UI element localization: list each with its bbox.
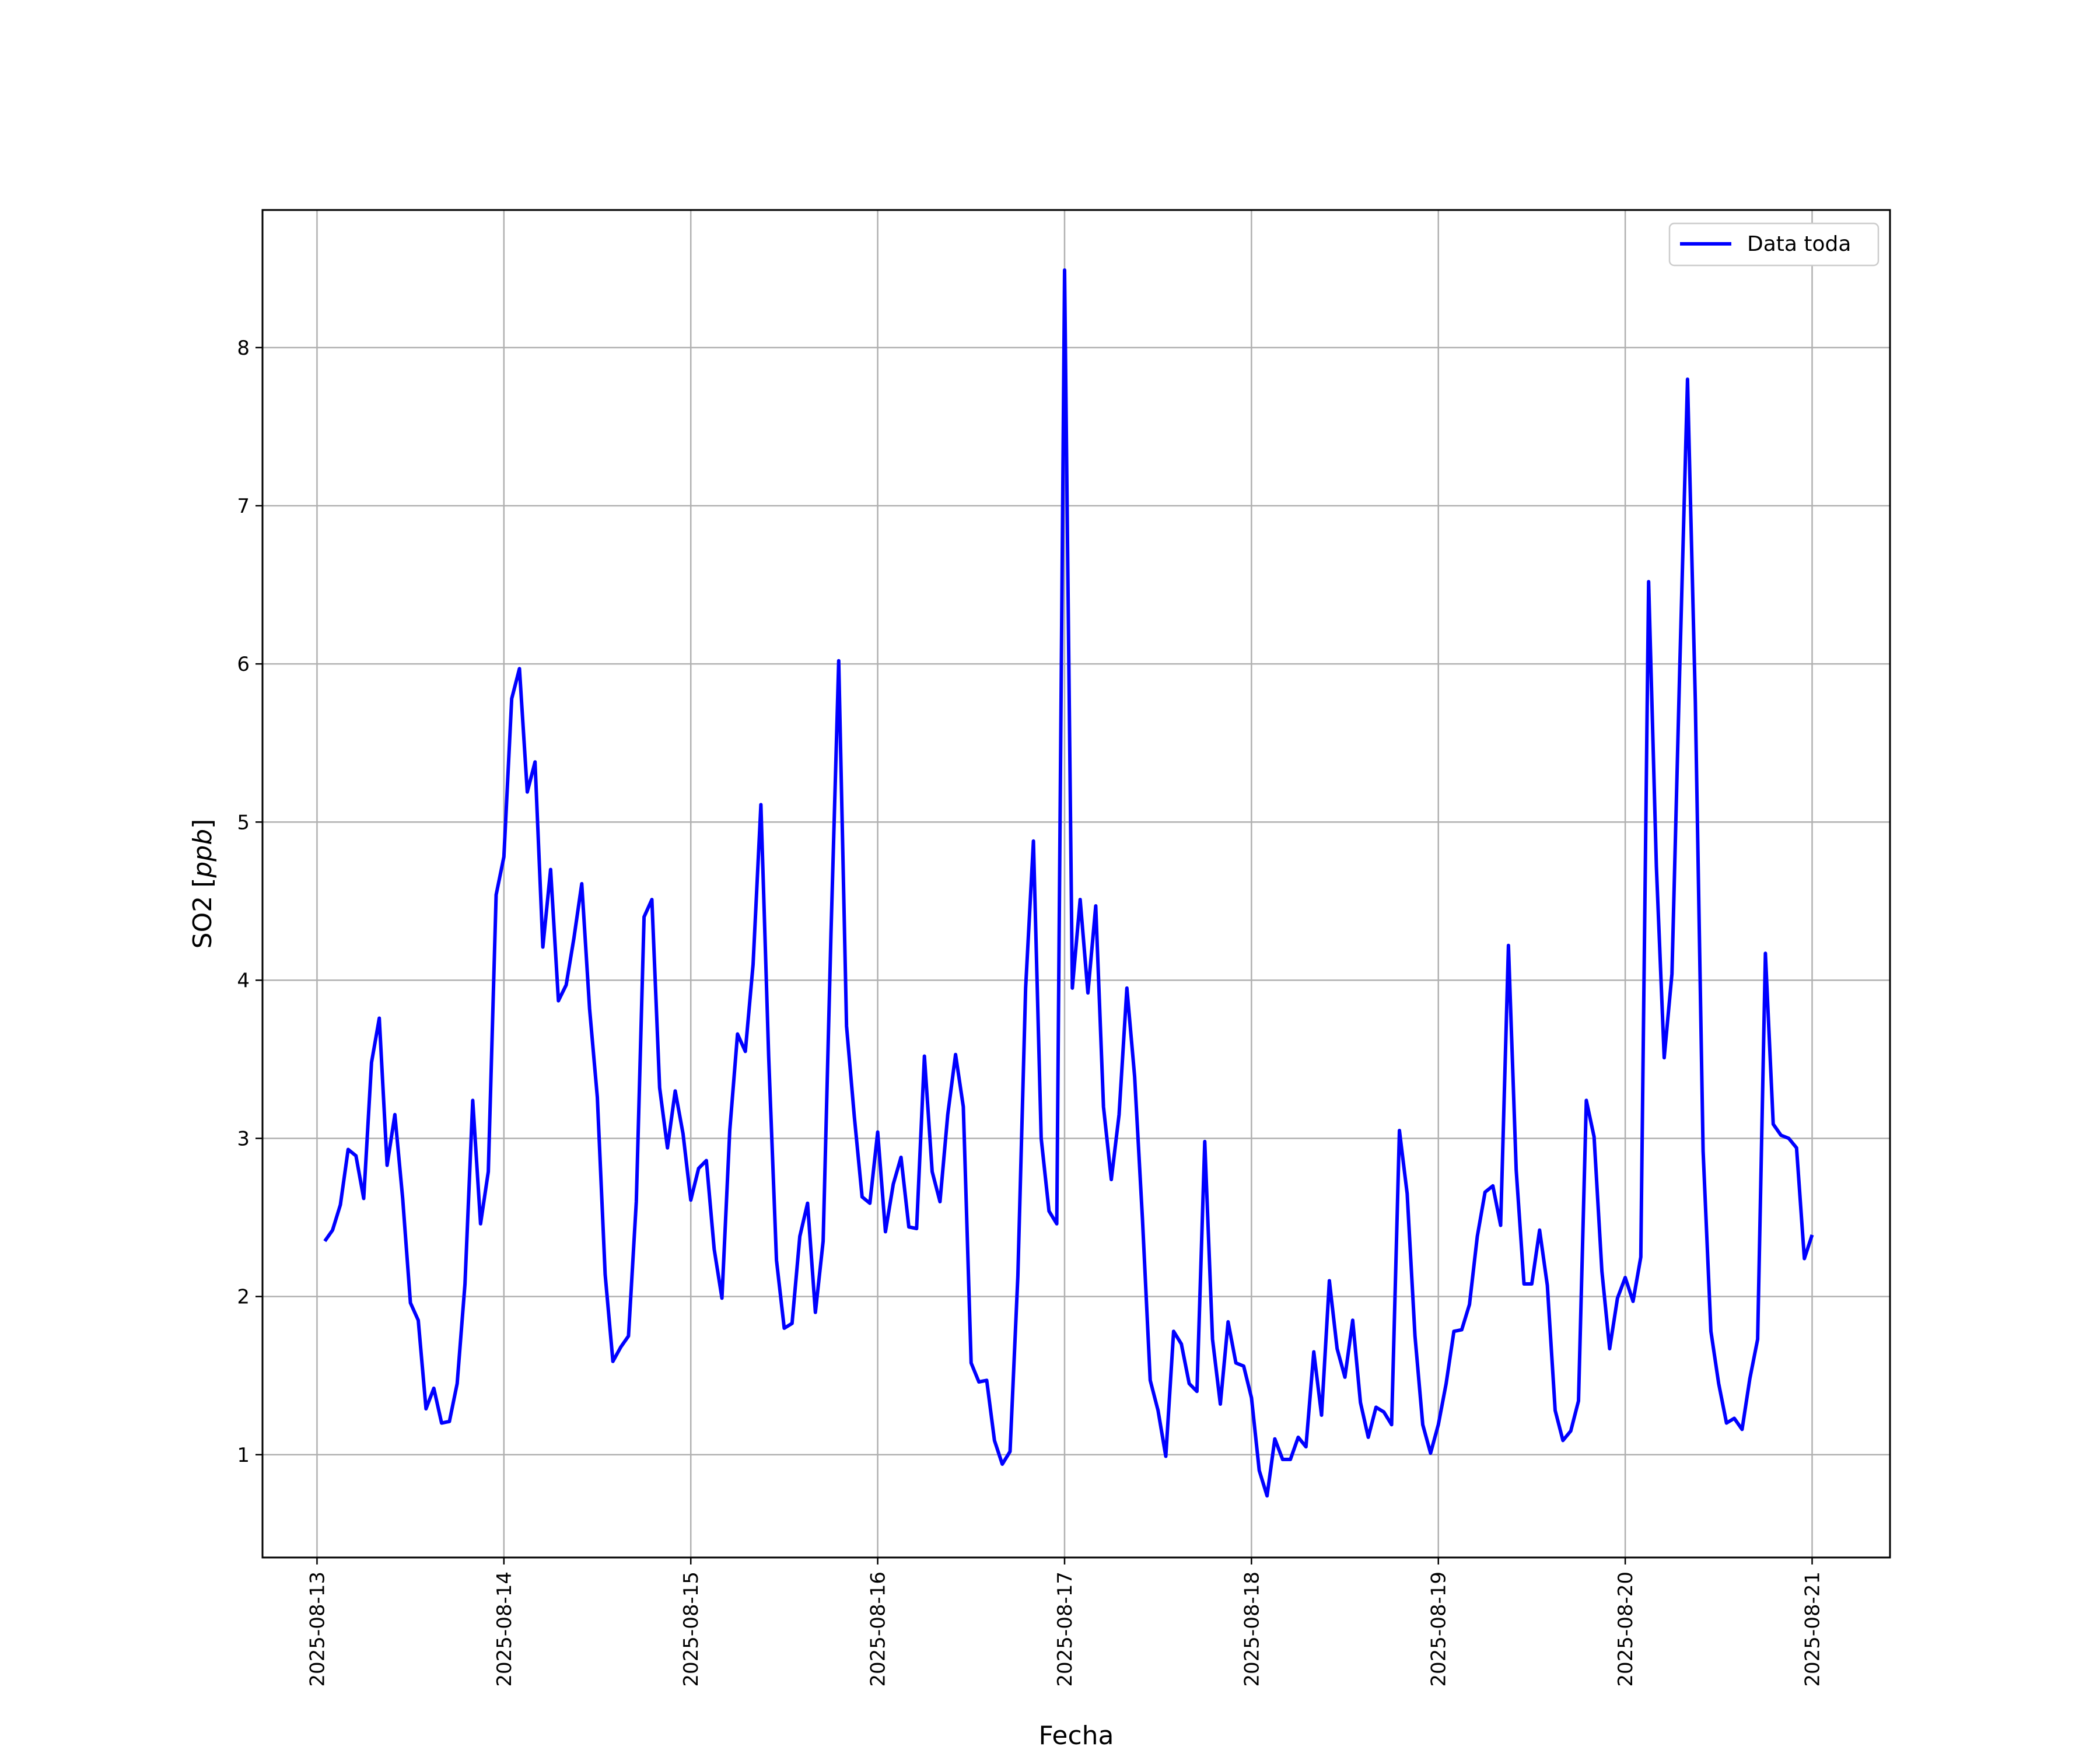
- y-tick-label: 5: [237, 811, 250, 834]
- y-axis-unit: ppb: [188, 829, 218, 878]
- svg-text:SO2[ppb]: SO2[ppb]: [188, 819, 218, 949]
- x-axis-title: Fecha: [1038, 1721, 1114, 1750]
- x-tick-label: 2025-08-14: [493, 1572, 516, 1687]
- legend-box: [1668, 222, 1880, 267]
- legend: Data toda: [1668, 222, 1880, 267]
- x-tick-label: 2025-08-16: [867, 1572, 890, 1687]
- series-layer: [323, 268, 1814, 1498]
- y-tick-label: 8: [237, 337, 250, 360]
- y-tick-label: 3: [237, 1128, 250, 1151]
- y-tick-label: 7: [237, 495, 250, 518]
- y-tick-label: 4: [237, 969, 250, 992]
- y-tick-label: 2: [237, 1286, 250, 1309]
- legend-label: Data toda: [1747, 232, 1851, 256]
- x-tick-label: 2025-08-17: [1054, 1572, 1077, 1687]
- x-tick-label: 2025-08-15: [680, 1572, 703, 1687]
- y-tick-label: 1: [237, 1444, 250, 1467]
- y-tick-label: 6: [237, 653, 250, 676]
- y-axis-title: SO2[ppb]: [188, 819, 218, 949]
- x-tick-label: 2025-08-20: [1614, 1572, 1637, 1687]
- x-tick-label: 2025-08-19: [1427, 1572, 1451, 1687]
- y-axis-title-text: SO2: [188, 896, 218, 949]
- plot-frame: [261, 209, 1891, 1559]
- x-axis-ticks: 2025-08-13 2025-08-14 2025-08-15 2025-08-16…: [306, 1558, 1825, 1687]
- y-gridlines: [262, 346, 1890, 1456]
- series-line: [323, 268, 1814, 1498]
- y-axis-ticks: 1 2 3 4 5 6 7 8: [237, 337, 262, 1467]
- x-tick-label: 2025-08-21: [1801, 1572, 1825, 1687]
- plot-area-background: [262, 210, 1890, 1558]
- x-tick-label: 2025-08-18: [1240, 1572, 1264, 1687]
- x-tick-label: 2025-08-13: [306, 1572, 329, 1687]
